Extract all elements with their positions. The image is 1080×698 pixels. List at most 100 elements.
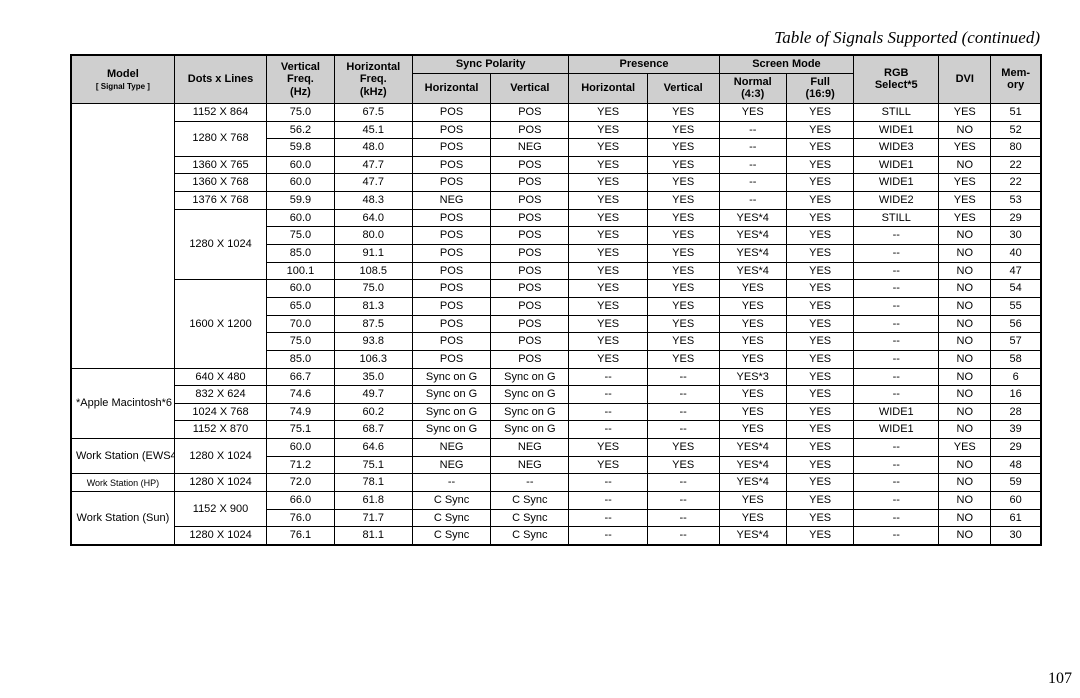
col-vfreq: VerticalFreq.(Hz) xyxy=(267,55,334,103)
dots-cell: 1024 X 768 xyxy=(174,403,266,421)
cell-mem: 56 xyxy=(991,315,1041,333)
cell-nor: YES*4 xyxy=(719,245,786,263)
cell-mem: 55 xyxy=(991,297,1041,315)
cell-dvi: YES xyxy=(939,439,991,457)
cell-spv: NEG xyxy=(491,456,569,474)
cell-nor: YES xyxy=(719,333,786,351)
cell-hf: 75.0 xyxy=(334,280,412,298)
cell-mem: 57 xyxy=(991,333,1041,351)
col-dots: Dots x Lines xyxy=(174,55,266,103)
cell-dvi: NO xyxy=(939,262,991,280)
cell-vf: 60.0 xyxy=(267,174,334,192)
cell-rgb: -- xyxy=(854,297,939,315)
cell-vf: 100.1 xyxy=(267,262,334,280)
table-body: 1152 X 86475.067.5POSPOSYESYESYESYESSTIL… xyxy=(71,103,1041,545)
table-row: 1280 X 102460.064.0POSPOSYESYESYES*4YESS… xyxy=(71,209,1041,227)
cell-nor: YES*4 xyxy=(719,227,786,245)
dots-cell: 640 X 480 xyxy=(174,368,266,386)
cell-full: YES xyxy=(786,509,853,527)
cell-full: YES xyxy=(786,492,853,510)
col-mem: Mem-ory xyxy=(991,55,1041,103)
cell-prh: -- xyxy=(569,527,647,545)
cell-nor: YES*4 xyxy=(719,456,786,474)
cell-spv: POS xyxy=(491,315,569,333)
cell-vf: 75.0 xyxy=(267,103,334,121)
cell-prh: YES xyxy=(569,121,647,139)
cell-rgb: STILL xyxy=(854,103,939,121)
cell-nor: -- xyxy=(719,121,786,139)
cell-vf: 60.0 xyxy=(267,209,334,227)
cell-rgb: -- xyxy=(854,262,939,280)
cell-prh: YES xyxy=(569,139,647,157)
document-page: Table of Signals Supported (continued) M… xyxy=(0,0,1080,698)
dots-cell: 1360 X 768 xyxy=(174,174,266,192)
cell-sph: NEG xyxy=(412,192,490,210)
cell-hf: 75.1 xyxy=(334,456,412,474)
cell-prv: -- xyxy=(647,368,719,386)
cell-sph: POS xyxy=(412,350,490,368)
cell-prv: -- xyxy=(647,509,719,527)
cell-dvi: NO xyxy=(939,227,991,245)
col-sync-h: Horizontal xyxy=(412,73,490,103)
cell-dvi: NO xyxy=(939,297,991,315)
table-row: Work Station (EWS4800)1280 X 102460.064.… xyxy=(71,439,1041,457)
cell-nor: YES xyxy=(719,492,786,510)
dots-cell: 832 X 624 xyxy=(174,386,266,404)
cell-vf: 56.2 xyxy=(267,121,334,139)
dots-cell: 1280 X 768 xyxy=(174,121,266,156)
cell-rgb: -- xyxy=(854,333,939,351)
cell-vf: 70.0 xyxy=(267,315,334,333)
cell-vf: 75.1 xyxy=(267,421,334,439)
cell-mem: 54 xyxy=(991,280,1041,298)
cell-dvi: NO xyxy=(939,386,991,404)
dots-cell: 1360 X 765 xyxy=(174,156,266,174)
cell-spv: POS xyxy=(491,192,569,210)
cell-prv: YES xyxy=(647,333,719,351)
cell-prh: YES xyxy=(569,103,647,121)
cell-vf: 72.0 xyxy=(267,474,334,492)
cell-rgb: -- xyxy=(854,350,939,368)
cell-prv: YES xyxy=(647,245,719,263)
cell-nor: -- xyxy=(719,156,786,174)
cell-sph: POS xyxy=(412,333,490,351)
cell-mem: 16 xyxy=(991,386,1041,404)
cell-full: YES xyxy=(786,439,853,457)
cell-dvi: YES xyxy=(939,139,991,157)
cell-full: YES xyxy=(786,350,853,368)
cell-dvi: NO xyxy=(939,403,991,421)
cell-sph: Sync on G xyxy=(412,368,490,386)
cell-mem: 51 xyxy=(991,103,1041,121)
cell-dvi: YES xyxy=(939,174,991,192)
cell-sph: POS xyxy=(412,209,490,227)
cell-sph: POS xyxy=(412,262,490,280)
cell-spv: C Sync xyxy=(491,509,569,527)
cell-full: YES xyxy=(786,103,853,121)
cell-spv: POS xyxy=(491,209,569,227)
cell-vf: 85.0 xyxy=(267,350,334,368)
cell-mem: 29 xyxy=(991,209,1041,227)
cell-mem: 52 xyxy=(991,121,1041,139)
cell-spv: -- xyxy=(491,474,569,492)
cell-sph: Sync on G xyxy=(412,421,490,439)
cell-full: YES xyxy=(786,280,853,298)
cell-vf: 66.7 xyxy=(267,368,334,386)
cell-mem: 40 xyxy=(991,245,1041,263)
cell-mem: 61 xyxy=(991,509,1041,527)
cell-prh: YES xyxy=(569,280,647,298)
cell-vf: 74.9 xyxy=(267,403,334,421)
cell-vf: 71.2 xyxy=(267,456,334,474)
cell-hf: 45.1 xyxy=(334,121,412,139)
cell-full: YES xyxy=(786,245,853,263)
cell-nor: YES*3 xyxy=(719,368,786,386)
table-header: Model [ Signal Type ] Dots x Lines Verti… xyxy=(71,55,1041,103)
cell-mem: 22 xyxy=(991,174,1041,192)
cell-full: YES xyxy=(786,386,853,404)
cell-prh: YES xyxy=(569,315,647,333)
cell-spv: Sync on G xyxy=(491,386,569,404)
cell-prv: -- xyxy=(647,474,719,492)
cell-hf: 81.1 xyxy=(334,527,412,545)
cell-rgb: WIDE1 xyxy=(854,174,939,192)
cell-sph: POS xyxy=(412,297,490,315)
dots-cell: 1152 X 900 xyxy=(174,492,266,527)
cell-hf: 64.6 xyxy=(334,439,412,457)
